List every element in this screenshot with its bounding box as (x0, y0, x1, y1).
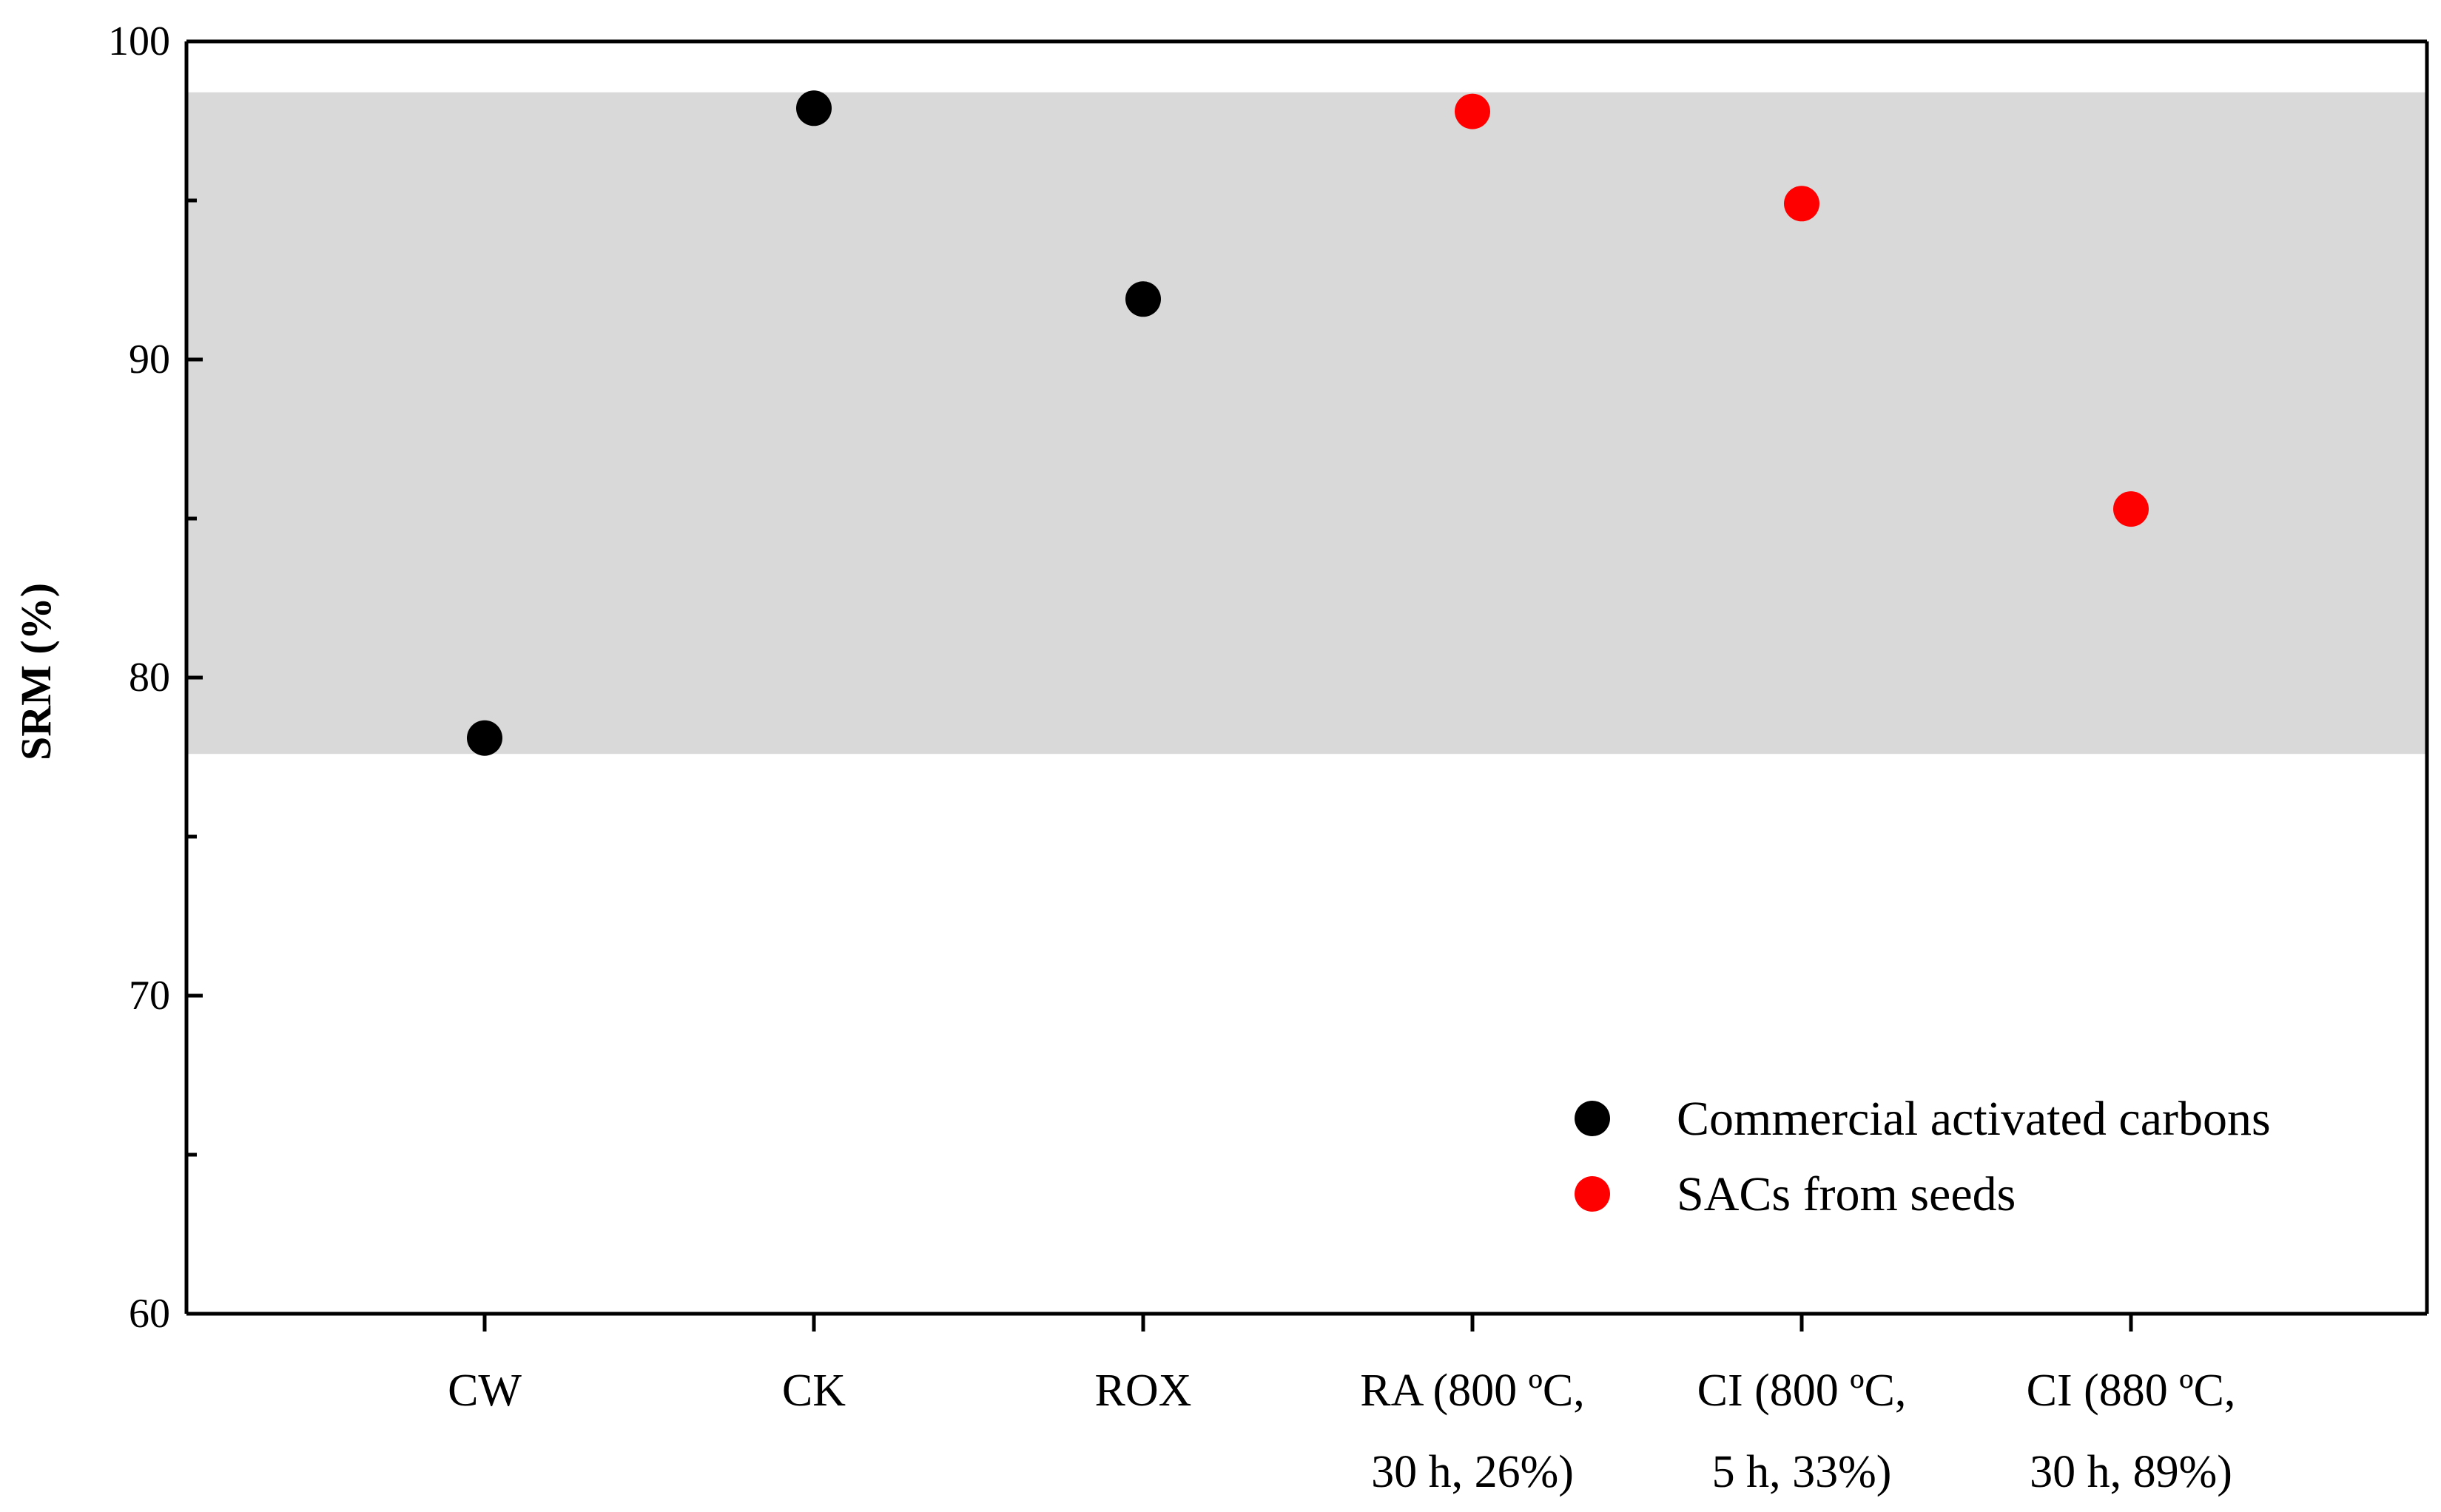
y-tick-label: 100 (108, 18, 170, 64)
shaded-range-band (186, 92, 2427, 755)
data-point (796, 90, 832, 126)
data-point (1455, 93, 1490, 129)
legend-marker (1575, 1101, 1610, 1136)
y-tick-label: 90 (129, 337, 170, 382)
x-category-label: CK (782, 1366, 846, 1416)
legend: Commercial activated carbons SACs from se… (1575, 1092, 2271, 1221)
x-category-label: CI (880 ºC, (2027, 1366, 2236, 1416)
x-category-label-line2: 30 h, 26%) (1371, 1447, 1574, 1497)
x-category-label-line2: 5 h, 33%) (1712, 1447, 1892, 1497)
x-category-label: ROX (1095, 1366, 1192, 1416)
legend-marker (1575, 1176, 1610, 1212)
y-axis-title: SRM (%) (12, 583, 60, 760)
data-point (467, 720, 502, 756)
x-category-label-line2: 30 h, 89%) (2030, 1447, 2232, 1497)
y-tick-label: 60 (129, 1291, 170, 1337)
legend-label: SACs from seeds (1677, 1167, 2016, 1221)
y-tick-label: 70 (129, 973, 170, 1019)
legend-label: Commercial activated carbons (1677, 1092, 2271, 1146)
x-category-label: CW (448, 1366, 522, 1416)
data-point (1125, 281, 1161, 317)
y-tick-label: 80 (129, 655, 170, 701)
x-category-label: CI (800 ºC, (1697, 1366, 1907, 1416)
data-point (2113, 491, 2149, 527)
x-category-label: RA (800 ºC, (1360, 1366, 1584, 1416)
data-point (1784, 186, 1819, 222)
